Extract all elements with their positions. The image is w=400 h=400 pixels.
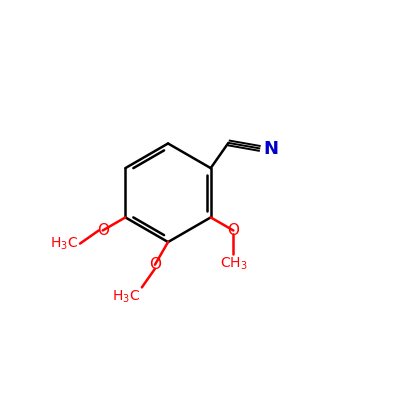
- Text: O: O: [227, 223, 239, 238]
- Text: CH$_3$: CH$_3$: [220, 256, 247, 272]
- Text: H$_3$C: H$_3$C: [50, 235, 78, 252]
- Text: H$_3$C: H$_3$C: [112, 289, 140, 305]
- Text: N: N: [264, 140, 279, 158]
- Text: O: O: [149, 257, 161, 272]
- Text: O: O: [97, 223, 109, 238]
